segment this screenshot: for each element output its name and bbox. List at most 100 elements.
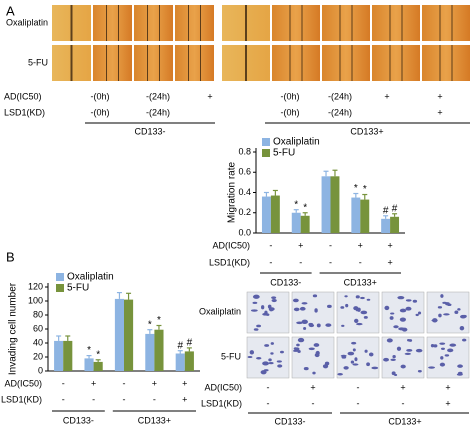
cell: [303, 366, 309, 371]
condition-value: +: [387, 240, 392, 250]
cell: [327, 304, 332, 308]
cell: [439, 342, 446, 345]
cell: [438, 313, 442, 318]
y-tick-label: 60: [33, 323, 43, 333]
condition-value: +: [207, 91, 212, 101]
cell: [440, 356, 444, 360]
cell: [303, 327, 307, 330]
micrograph: [422, 45, 470, 81]
cell: [443, 313, 450, 316]
cell: [340, 354, 347, 357]
row-label: Oxaliplatin: [6, 17, 48, 27]
y-tick-label: 40: [33, 337, 43, 347]
cell: [344, 295, 348, 298]
cell: [457, 308, 461, 311]
cell: [433, 344, 438, 348]
significance-marker: *: [363, 184, 367, 195]
condition-value: -: [312, 398, 315, 408]
cell: [351, 341, 357, 345]
significance-marker: *: [303, 202, 307, 213]
condition-value: -(0h): [90, 107, 109, 117]
cell: [360, 310, 368, 315]
cell: [462, 314, 467, 318]
cell: [390, 312, 395, 315]
legend-label: Oxaliplatin: [273, 137, 320, 148]
cell: [399, 308, 407, 313]
group-label: CD133+: [138, 415, 171, 425]
group-label: CD133-: [274, 416, 305, 426]
group-label: CD133+: [350, 126, 383, 136]
condition-value: +: [445, 398, 450, 408]
cell: [352, 348, 356, 352]
micrograph: [134, 45, 173, 81]
legend-label: 5-FU: [273, 148, 295, 159]
cell: [256, 357, 262, 360]
cell: [393, 325, 399, 329]
cell: [270, 352, 274, 355]
bar: [175, 353, 185, 371]
condition-label: LSD1(KD): [201, 398, 242, 408]
cell: [268, 358, 272, 362]
legend-label: Oxaliplatin: [67, 272, 114, 283]
cell: [401, 327, 408, 332]
cell: [366, 298, 371, 301]
condition-value: -: [359, 257, 362, 267]
cell: [405, 306, 412, 311]
cell: [308, 347, 315, 351]
bar: [330, 176, 340, 233]
condition-value: -: [123, 394, 126, 404]
cell: [415, 313, 419, 317]
cell: [313, 343, 320, 347]
cell: [296, 321, 303, 325]
cell: [354, 357, 358, 362]
cell: [399, 317, 406, 322]
cell: [391, 371, 396, 376]
cell: [345, 303, 349, 308]
micrograph: [272, 45, 320, 81]
condition-value: -: [153, 394, 156, 404]
significance-marker: *: [157, 315, 161, 326]
micrograph: [272, 5, 320, 41]
cell: [417, 370, 422, 373]
cell: [261, 305, 265, 310]
cell: [293, 307, 300, 312]
y-tick-label: 0.2: [238, 207, 251, 217]
cell: [432, 318, 438, 323]
condition-value: -: [329, 240, 332, 250]
panel-label: B: [6, 249, 15, 264]
legend-swatch: [262, 149, 270, 157]
cell: [442, 301, 447, 304]
condition-value: +: [437, 107, 442, 117]
bar: [300, 215, 310, 233]
y-tick-label: 120: [28, 281, 43, 291]
cell: [297, 337, 305, 343]
condition-value: +: [298, 240, 303, 250]
cell: [325, 323, 332, 327]
condition-value: -: [357, 398, 360, 408]
cell: [364, 349, 368, 353]
y-tick-label: 0.8: [238, 146, 251, 156]
condition-value: -(0h): [280, 107, 299, 117]
cell: [368, 352, 374, 357]
condition-label: LSD1(KD): [209, 257, 250, 267]
legend-swatch: [56, 284, 64, 292]
cell: [454, 310, 459, 314]
condition-value: -: [402, 398, 405, 408]
cell: [308, 323, 315, 328]
cell: [312, 371, 316, 375]
micrograph: [134, 5, 173, 41]
y-tick-label: 0.4: [238, 187, 251, 197]
cell: [247, 356, 253, 359]
bar: [84, 358, 94, 371]
condition-value: +: [91, 378, 96, 388]
cell: [262, 361, 269, 366]
cell: [354, 318, 359, 323]
condition-value: +: [387, 257, 392, 267]
condition-value: -: [267, 398, 270, 408]
cell: [459, 326, 465, 331]
cell: [249, 350, 255, 355]
cell: [324, 361, 330, 366]
y-axis-title: Invading cell number: [8, 282, 19, 375]
cell: [449, 343, 457, 347]
